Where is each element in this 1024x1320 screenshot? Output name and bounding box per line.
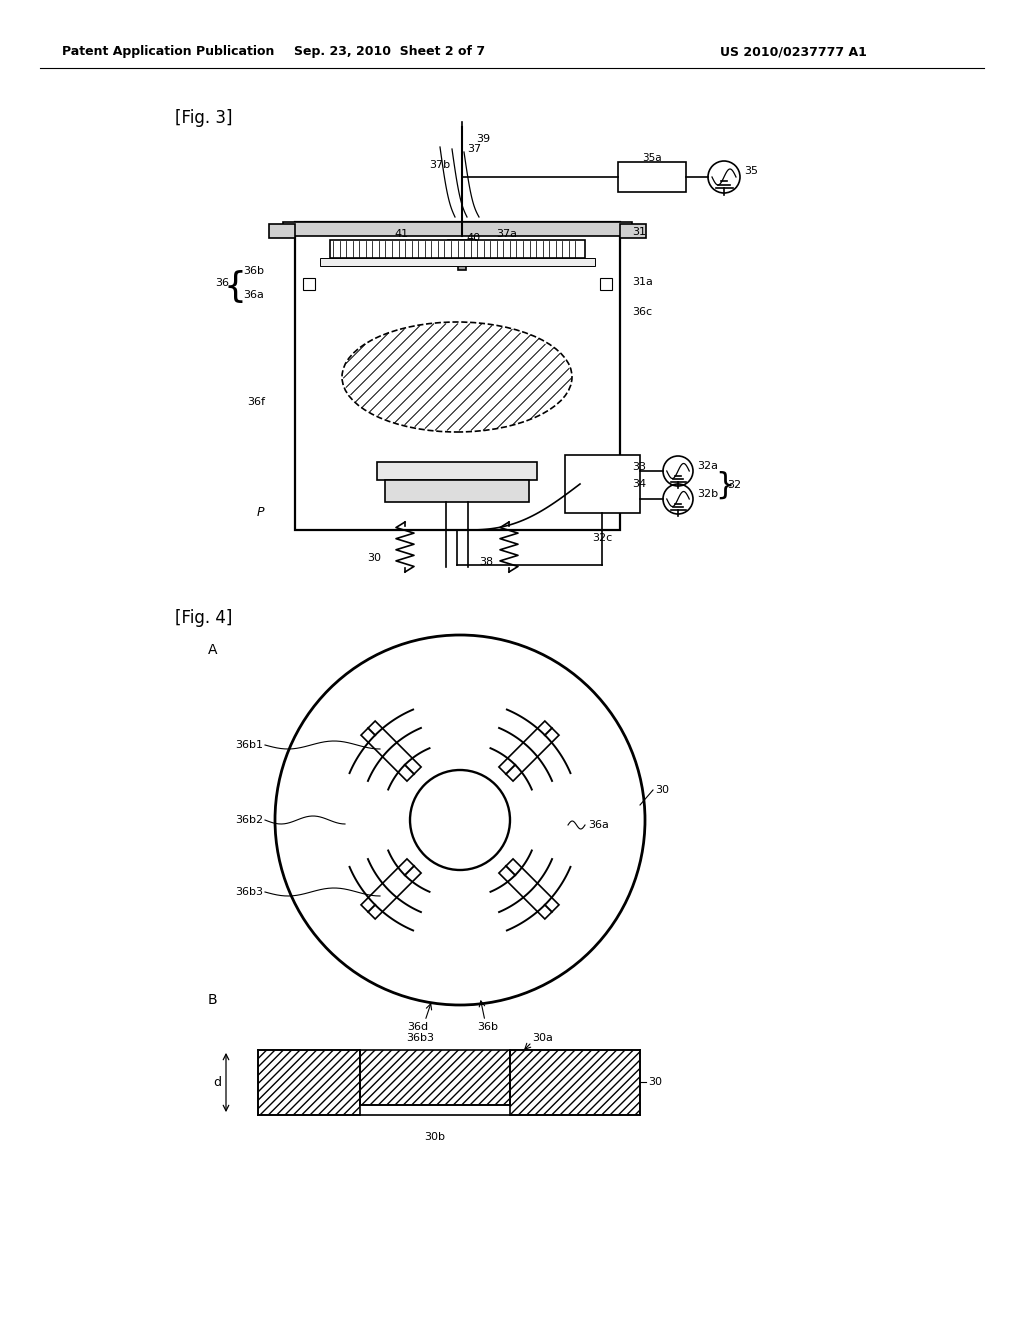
Bar bbox=[319, 257, 595, 267]
Bar bbox=[385, 480, 529, 502]
Polygon shape bbox=[499, 859, 559, 919]
Bar bbox=[303, 279, 315, 290]
Text: 36d: 36d bbox=[408, 1022, 429, 1032]
Bar bbox=[618, 162, 686, 191]
Text: US 2010/0237777 A1: US 2010/0237777 A1 bbox=[720, 45, 867, 58]
Bar bbox=[269, 224, 295, 238]
Polygon shape bbox=[499, 721, 559, 781]
Bar bbox=[458, 249, 466, 271]
Text: 36b: 36b bbox=[243, 267, 264, 276]
Text: 32c: 32c bbox=[592, 533, 612, 543]
Text: 31a: 31a bbox=[632, 277, 653, 286]
Text: 36f: 36f bbox=[247, 397, 265, 407]
Text: 41: 41 bbox=[394, 228, 409, 239]
Text: [Fig. 3]: [Fig. 3] bbox=[175, 110, 232, 127]
Text: 34: 34 bbox=[632, 479, 646, 488]
Text: 36b2: 36b2 bbox=[234, 814, 263, 825]
Text: 36b3: 36b3 bbox=[406, 1034, 434, 1043]
Text: 36a: 36a bbox=[588, 820, 609, 830]
Bar bbox=[377, 462, 537, 480]
Text: {: { bbox=[223, 271, 246, 304]
Bar bbox=[258, 1049, 360, 1115]
Bar bbox=[470, 240, 492, 246]
Text: Patent Application Publication: Patent Application Publication bbox=[62, 45, 274, 58]
Text: 35a: 35a bbox=[642, 153, 662, 162]
Text: 32b: 32b bbox=[697, 488, 718, 499]
Text: 30: 30 bbox=[367, 553, 381, 564]
Text: 31: 31 bbox=[632, 227, 646, 238]
Bar bbox=[360, 1049, 510, 1105]
Text: A: A bbox=[208, 643, 217, 657]
Bar bbox=[449, 240, 476, 249]
Text: 38: 38 bbox=[479, 557, 494, 568]
Text: 36b: 36b bbox=[477, 1022, 499, 1032]
Text: 37b: 37b bbox=[429, 160, 450, 170]
Text: 37a: 37a bbox=[496, 228, 517, 239]
Text: Sep. 23, 2010  Sheet 2 of 7: Sep. 23, 2010 Sheet 2 of 7 bbox=[295, 45, 485, 58]
Text: 32a: 32a bbox=[697, 461, 718, 471]
Text: [Fig. 4]: [Fig. 4] bbox=[175, 609, 232, 627]
Polygon shape bbox=[361, 859, 421, 919]
Text: 36b1: 36b1 bbox=[234, 741, 263, 750]
Bar bbox=[565, 455, 640, 513]
Text: 33: 33 bbox=[632, 462, 646, 473]
Text: 30a: 30a bbox=[532, 1034, 553, 1043]
Text: }: } bbox=[715, 470, 734, 499]
Text: 37: 37 bbox=[467, 144, 481, 154]
Text: B: B bbox=[208, 993, 218, 1007]
Bar bbox=[283, 222, 632, 236]
Text: 36a: 36a bbox=[243, 290, 264, 300]
Text: 30b: 30b bbox=[425, 1133, 445, 1142]
Bar bbox=[600, 279, 612, 290]
Text: 30: 30 bbox=[648, 1077, 662, 1086]
Text: 30: 30 bbox=[655, 785, 669, 795]
Text: 35: 35 bbox=[744, 166, 758, 176]
Bar bbox=[330, 240, 585, 257]
Text: d: d bbox=[213, 1076, 221, 1089]
Polygon shape bbox=[361, 721, 421, 781]
Text: 39: 39 bbox=[476, 135, 490, 144]
Text: 36b3: 36b3 bbox=[234, 887, 263, 898]
Text: P: P bbox=[257, 506, 264, 519]
Ellipse shape bbox=[342, 322, 572, 432]
Text: 36: 36 bbox=[215, 279, 229, 288]
Text: 40: 40 bbox=[466, 234, 480, 243]
Text: 36c: 36c bbox=[632, 308, 652, 317]
Bar bbox=[510, 1049, 640, 1115]
Bar bbox=[620, 224, 646, 238]
Text: 32: 32 bbox=[727, 480, 741, 490]
